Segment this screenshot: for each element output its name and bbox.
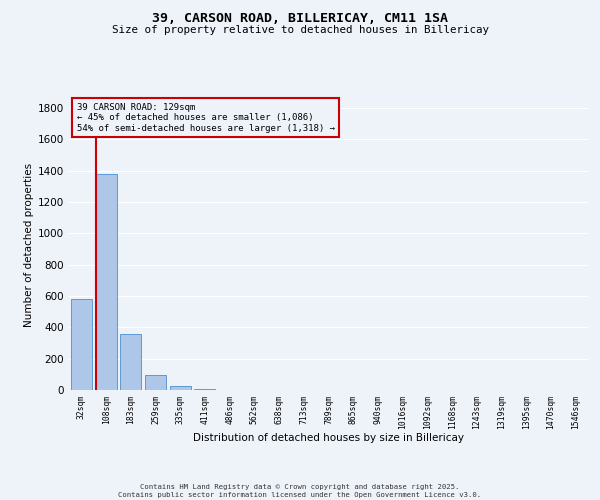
- Bar: [194, 388, 215, 390]
- Bar: [170, 386, 191, 390]
- Bar: [145, 375, 166, 390]
- Bar: [71, 299, 92, 390]
- Bar: [120, 334, 141, 390]
- Text: 39 CARSON ROAD: 129sqm
← 45% of detached houses are smaller (1,086)
54% of semi-: 39 CARSON ROAD: 129sqm ← 45% of detached…: [77, 103, 335, 132]
- Y-axis label: Number of detached properties: Number of detached properties: [24, 163, 34, 327]
- Text: 39, CARSON ROAD, BILLERICAY, CM11 1SA: 39, CARSON ROAD, BILLERICAY, CM11 1SA: [152, 12, 448, 26]
- X-axis label: Distribution of detached houses by size in Billericay: Distribution of detached houses by size …: [193, 433, 464, 443]
- Bar: [95, 174, 116, 390]
- Text: Size of property relative to detached houses in Billericay: Size of property relative to detached ho…: [112, 25, 488, 35]
- Text: Contains HM Land Registry data © Crown copyright and database right 2025.
Contai: Contains HM Land Registry data © Crown c…: [118, 484, 482, 498]
